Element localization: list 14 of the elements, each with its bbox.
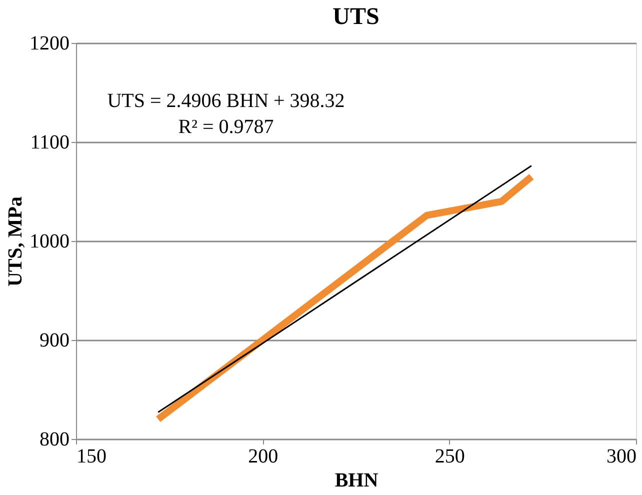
x-tick-label: 150 xyxy=(76,446,106,468)
y-tick-label: 900 xyxy=(40,330,70,352)
chart-title: UTS xyxy=(332,4,380,30)
annotation: R² = 0.9787 xyxy=(178,116,274,138)
y-tick-label: 1200 xyxy=(30,32,70,54)
x-axis-title: BHN xyxy=(334,470,379,492)
annotation: UTS = 2.4906 BHN + 398.32 xyxy=(107,90,345,112)
x-tick-label: 300 xyxy=(606,446,636,468)
x-tick-label: 250 xyxy=(434,446,465,468)
y-axis-title: UTS, MPa xyxy=(4,196,26,286)
y-tick-label: 800 xyxy=(40,428,70,450)
x-tick-label: 200 xyxy=(248,446,278,468)
y-tick-label: 1000 xyxy=(30,230,70,252)
y-tick-label: 1100 xyxy=(30,132,70,154)
